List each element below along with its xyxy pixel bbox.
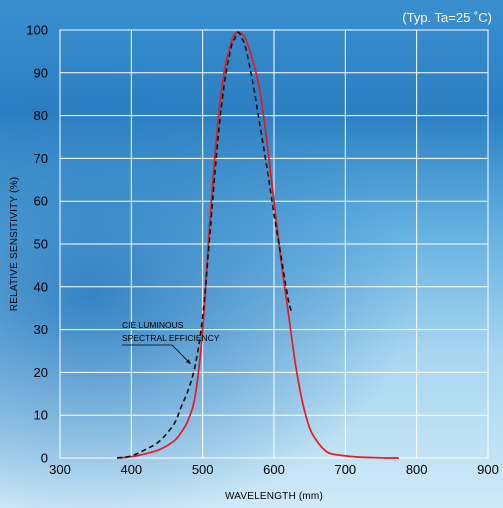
tick-labels: 300 400 500 600 700 800 900 0 10 20 30 40 50 60 70 80 90… xyxy=(26,23,499,478)
y-tick-label: 0 xyxy=(41,451,48,466)
y-tick-label: 50 xyxy=(34,237,48,252)
grid-lines xyxy=(59,29,489,459)
cie-luminous-efficiency-line xyxy=(116,31,293,459)
x-tick-label: 800 xyxy=(406,462,428,477)
annotations: CIE LUMINOUS SPECTRAL EFFICIENCY xyxy=(122,320,220,365)
y-tick-label: 30 xyxy=(34,322,48,337)
x-tick-label: 600 xyxy=(263,462,285,477)
y-tick-label: 100 xyxy=(26,23,48,38)
x-tick-label: 500 xyxy=(192,462,214,477)
y-axis-title: RELATIVE SENSITIVITY (%) xyxy=(9,177,20,311)
annotation-line-1: CIE LUMINOUS xyxy=(122,320,184,330)
x-tick-label: 900 xyxy=(477,462,499,477)
chart-subtitle: (Typ. Ta=25 ˚C) xyxy=(402,10,492,25)
y-tick-label: 20 xyxy=(34,365,48,380)
x-axis-title: WAVELENGTH (mm) xyxy=(225,491,323,502)
y-tick-label: 80 xyxy=(34,108,48,123)
x-tick-label: 700 xyxy=(334,462,356,477)
y-tick-label: 90 xyxy=(34,65,48,80)
y-tick-label: 60 xyxy=(34,194,48,209)
relative-sensitivity-line xyxy=(116,31,399,459)
series-lines xyxy=(116,31,399,459)
y-tick-label: 10 xyxy=(34,408,48,423)
y-tick-label: 40 xyxy=(34,279,48,294)
y-tick-label: 70 xyxy=(34,151,48,166)
annotation-leader-line xyxy=(122,344,191,365)
annotation-arrowhead xyxy=(185,359,191,364)
x-tick-label: 300 xyxy=(49,462,71,477)
x-tick-label: 400 xyxy=(120,462,142,477)
annotation-line-2: SPECTRAL EFFICIENCY xyxy=(122,333,220,343)
